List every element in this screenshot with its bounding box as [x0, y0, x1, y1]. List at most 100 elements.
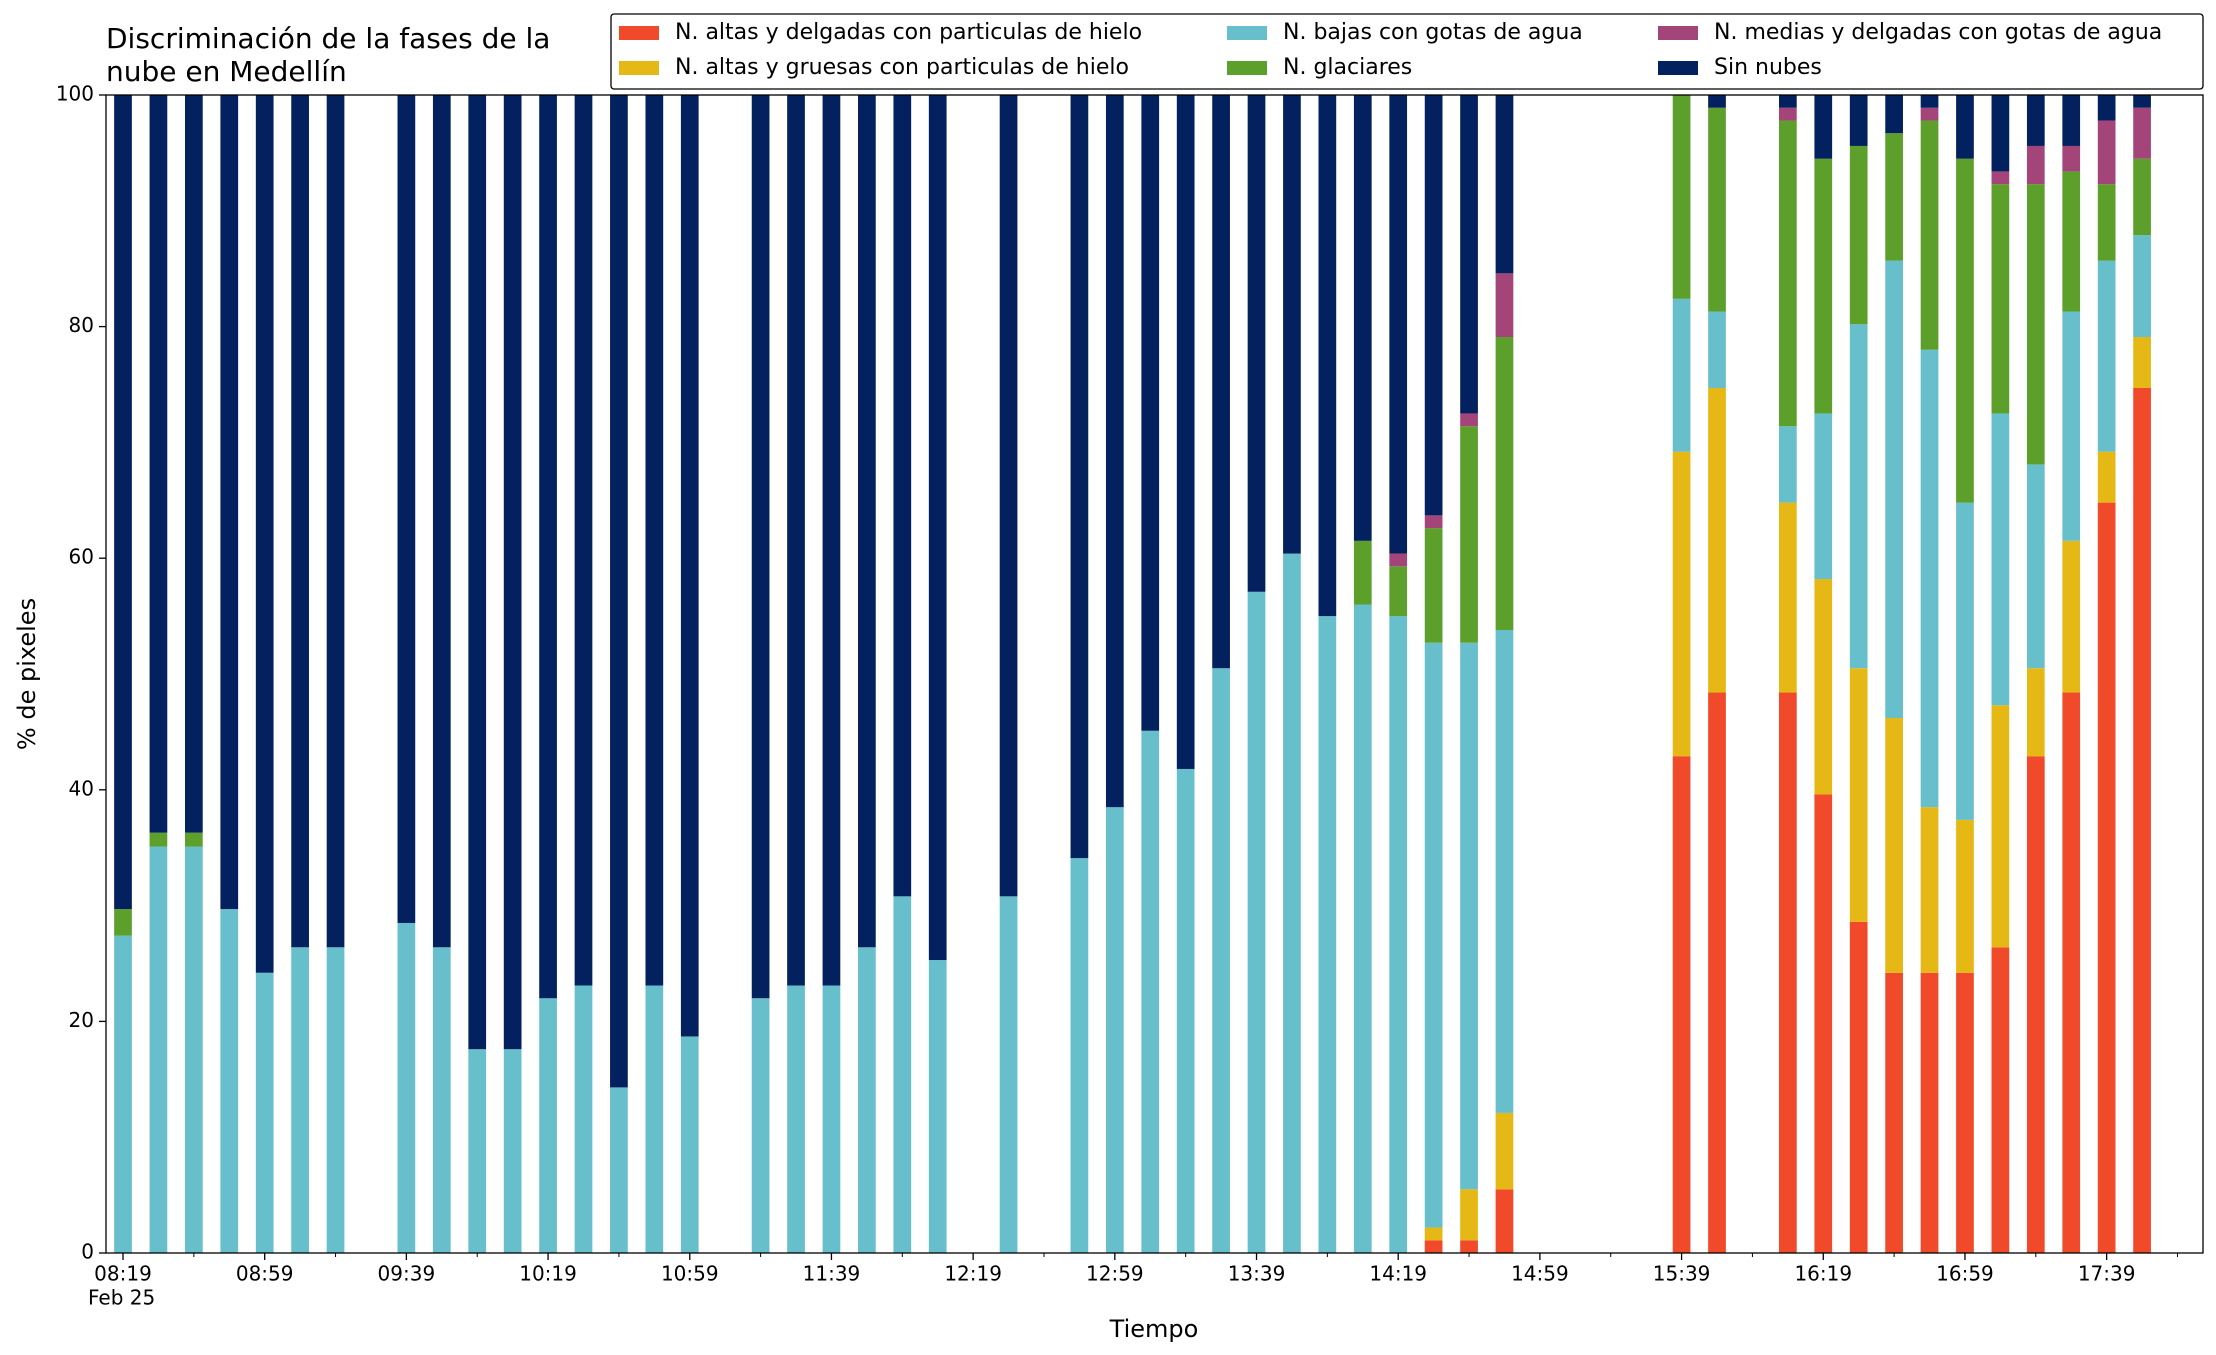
- x-tick-label: 14:59: [1511, 1262, 1569, 1286]
- bar-segment: [539, 95, 557, 999]
- bar-segment: [1814, 413, 1833, 580]
- bar-segment: [610, 95, 628, 1088]
- bar-segment: [1956, 819, 1974, 973]
- bar-segment: [255, 95, 274, 973]
- bar-segment: [149, 832, 168, 847]
- bar-segment: [114, 95, 132, 910]
- bar-segment: [2133, 107, 2151, 159]
- bar-segment: [1389, 616, 1408, 1253]
- bar-segment: [1105, 807, 1124, 1253]
- bar-segment: [291, 947, 309, 1253]
- legend-swatch: [1227, 61, 1267, 75]
- legend-swatch: [1658, 26, 1698, 40]
- bar-segment: [326, 95, 345, 948]
- x-tick-label: 13:39: [1228, 1262, 1286, 1286]
- bar-segment: [1991, 705, 2010, 948]
- bar-segment: [1708, 107, 1726, 312]
- bar-segment: [1141, 730, 1160, 1253]
- bar-segment: [1708, 387, 1726, 693]
- bar-segment: [999, 896, 1018, 1253]
- x-axis-label: Tiempo: [1109, 1315, 1199, 1343]
- bar-segment: [1920, 107, 1939, 121]
- bar-segment: [1920, 95, 1939, 108]
- bar-segment: [610, 1087, 628, 1253]
- legend-label: N. altas y gruesas con particulas de hie…: [675, 55, 1129, 80]
- bar-segment: [928, 95, 947, 961]
- bar-segment: [1495, 95, 1514, 274]
- bar-segment: [503, 1049, 522, 1253]
- bar-segment: [184, 95, 203, 833]
- x-tick-label: 12:19: [944, 1262, 1002, 1286]
- bar-segment: [645, 985, 664, 1253]
- x-tick-label: 08:19: [94, 1262, 152, 1286]
- bar-segment: [2097, 260, 2116, 452]
- bar-segment: [2062, 311, 2081, 541]
- x-tick-label: 10:59: [661, 1262, 719, 1286]
- bar-segment: [1283, 95, 1301, 554]
- bar-segment: [1849, 145, 1868, 325]
- bar-segment: [1212, 95, 1230, 669]
- bar-segment: [1849, 324, 1868, 669]
- bar-segment: [432, 95, 451, 948]
- bar-segment: [1849, 95, 1868, 146]
- bar-segment: [1424, 1240, 1443, 1253]
- bar-segment: [1495, 629, 1514, 1113]
- bar-segment: [1849, 668, 1868, 922]
- bar-segment: [184, 832, 203, 847]
- bar-segment: [822, 95, 841, 986]
- bar-segment: [1778, 502, 1797, 693]
- legend-swatch: [619, 61, 659, 75]
- bar-segment: [680, 1036, 699, 1253]
- legend-label: N. medias y delgadas con gotas de agua: [1714, 20, 2162, 45]
- x-tick-label: 11:39: [803, 1262, 861, 1286]
- bar-segment: [2133, 95, 2151, 108]
- bar-segment: [787, 985, 805, 1253]
- bar-segment: [291, 95, 309, 948]
- bar-segment: [893, 896, 912, 1253]
- bar-segment: [2026, 145, 2045, 185]
- bar-segment: [1424, 95, 1443, 516]
- bar-segment: [1672, 756, 1691, 1253]
- bar-segment: [574, 985, 593, 1253]
- bar-segment: [1991, 413, 2010, 706]
- bar-segment: [928, 960, 947, 1253]
- bar-segment: [397, 922, 416, 1253]
- bar-segment: [1885, 95, 1903, 134]
- bar-segment: [574, 95, 593, 986]
- bar-segment: [999, 95, 1018, 897]
- y-tick-label: 0: [81, 1240, 94, 1264]
- y-tick-label: 40: [69, 776, 94, 800]
- bar-segment: [114, 935, 132, 1253]
- bar-segment: [1814, 794, 1833, 1253]
- bar-segment: [1920, 807, 1939, 973]
- bar-segment: [149, 95, 168, 833]
- bar-segment: [1885, 972, 1903, 1253]
- bar-segment: [1353, 540, 1372, 605]
- bar-segment: [2026, 756, 2045, 1253]
- bar-segment: [1708, 95, 1726, 108]
- bar-segment: [1778, 692, 1797, 1253]
- legend-swatch: [1658, 61, 1698, 75]
- legend-label: N. glaciares: [1283, 55, 1412, 80]
- x-tick-label: 16:59: [1936, 1262, 1994, 1286]
- bar-segment: [1672, 298, 1691, 452]
- bar-segment: [1885, 260, 1903, 719]
- bar-segment: [2097, 95, 2116, 121]
- bar-segment: [326, 947, 345, 1253]
- bar-segment: [1495, 337, 1514, 630]
- bar-segment: [1991, 95, 2010, 172]
- legend-box: [610, 13, 2204, 90]
- bar-segment: [1885, 133, 1903, 261]
- bar-segment: [787, 95, 805, 986]
- bar-segment: [114, 909, 132, 936]
- bar-segment: [1176, 768, 1195, 1253]
- legend-swatch: [619, 26, 659, 40]
- bar-segment: [1460, 95, 1478, 414]
- bar-segment: [1070, 858, 1089, 1253]
- bar-segment: [1389, 95, 1408, 554]
- bar-segment: [1495, 273, 1514, 338]
- bar-segment: [2062, 540, 2081, 693]
- bar-segment: [2026, 184, 2045, 465]
- bar-segment: [822, 985, 841, 1253]
- bar-segment: [1141, 95, 1160, 731]
